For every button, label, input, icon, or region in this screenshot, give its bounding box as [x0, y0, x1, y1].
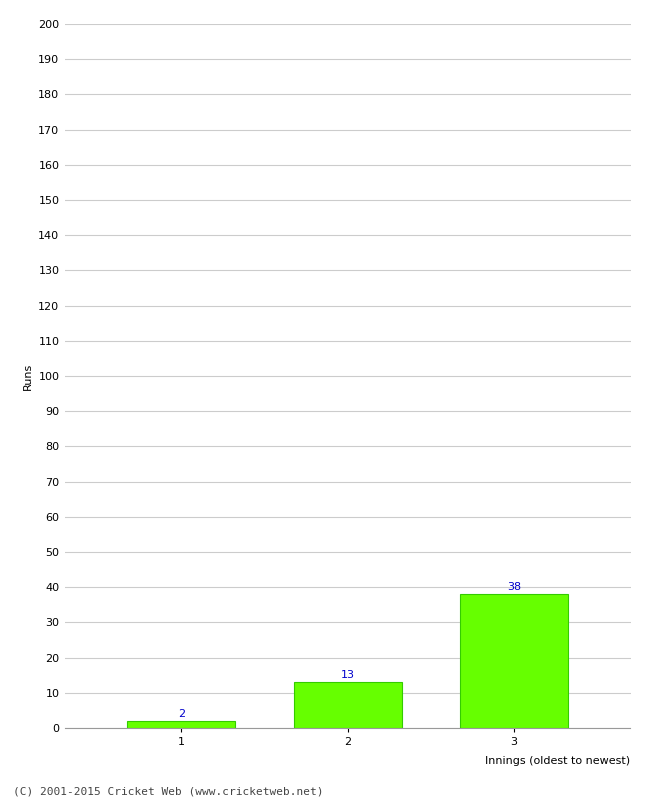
Text: 2: 2 — [178, 710, 185, 719]
Text: Innings (oldest to newest): Innings (oldest to newest) — [486, 756, 630, 766]
Text: (C) 2001-2015 Cricket Web (www.cricketweb.net): (C) 2001-2015 Cricket Web (www.cricketwe… — [13, 786, 324, 796]
Text: 38: 38 — [507, 582, 521, 593]
Bar — [127, 721, 235, 728]
Bar — [460, 594, 568, 728]
Y-axis label: Runs: Runs — [23, 362, 32, 390]
Text: 13: 13 — [341, 670, 355, 681]
Bar — [294, 682, 402, 728]
